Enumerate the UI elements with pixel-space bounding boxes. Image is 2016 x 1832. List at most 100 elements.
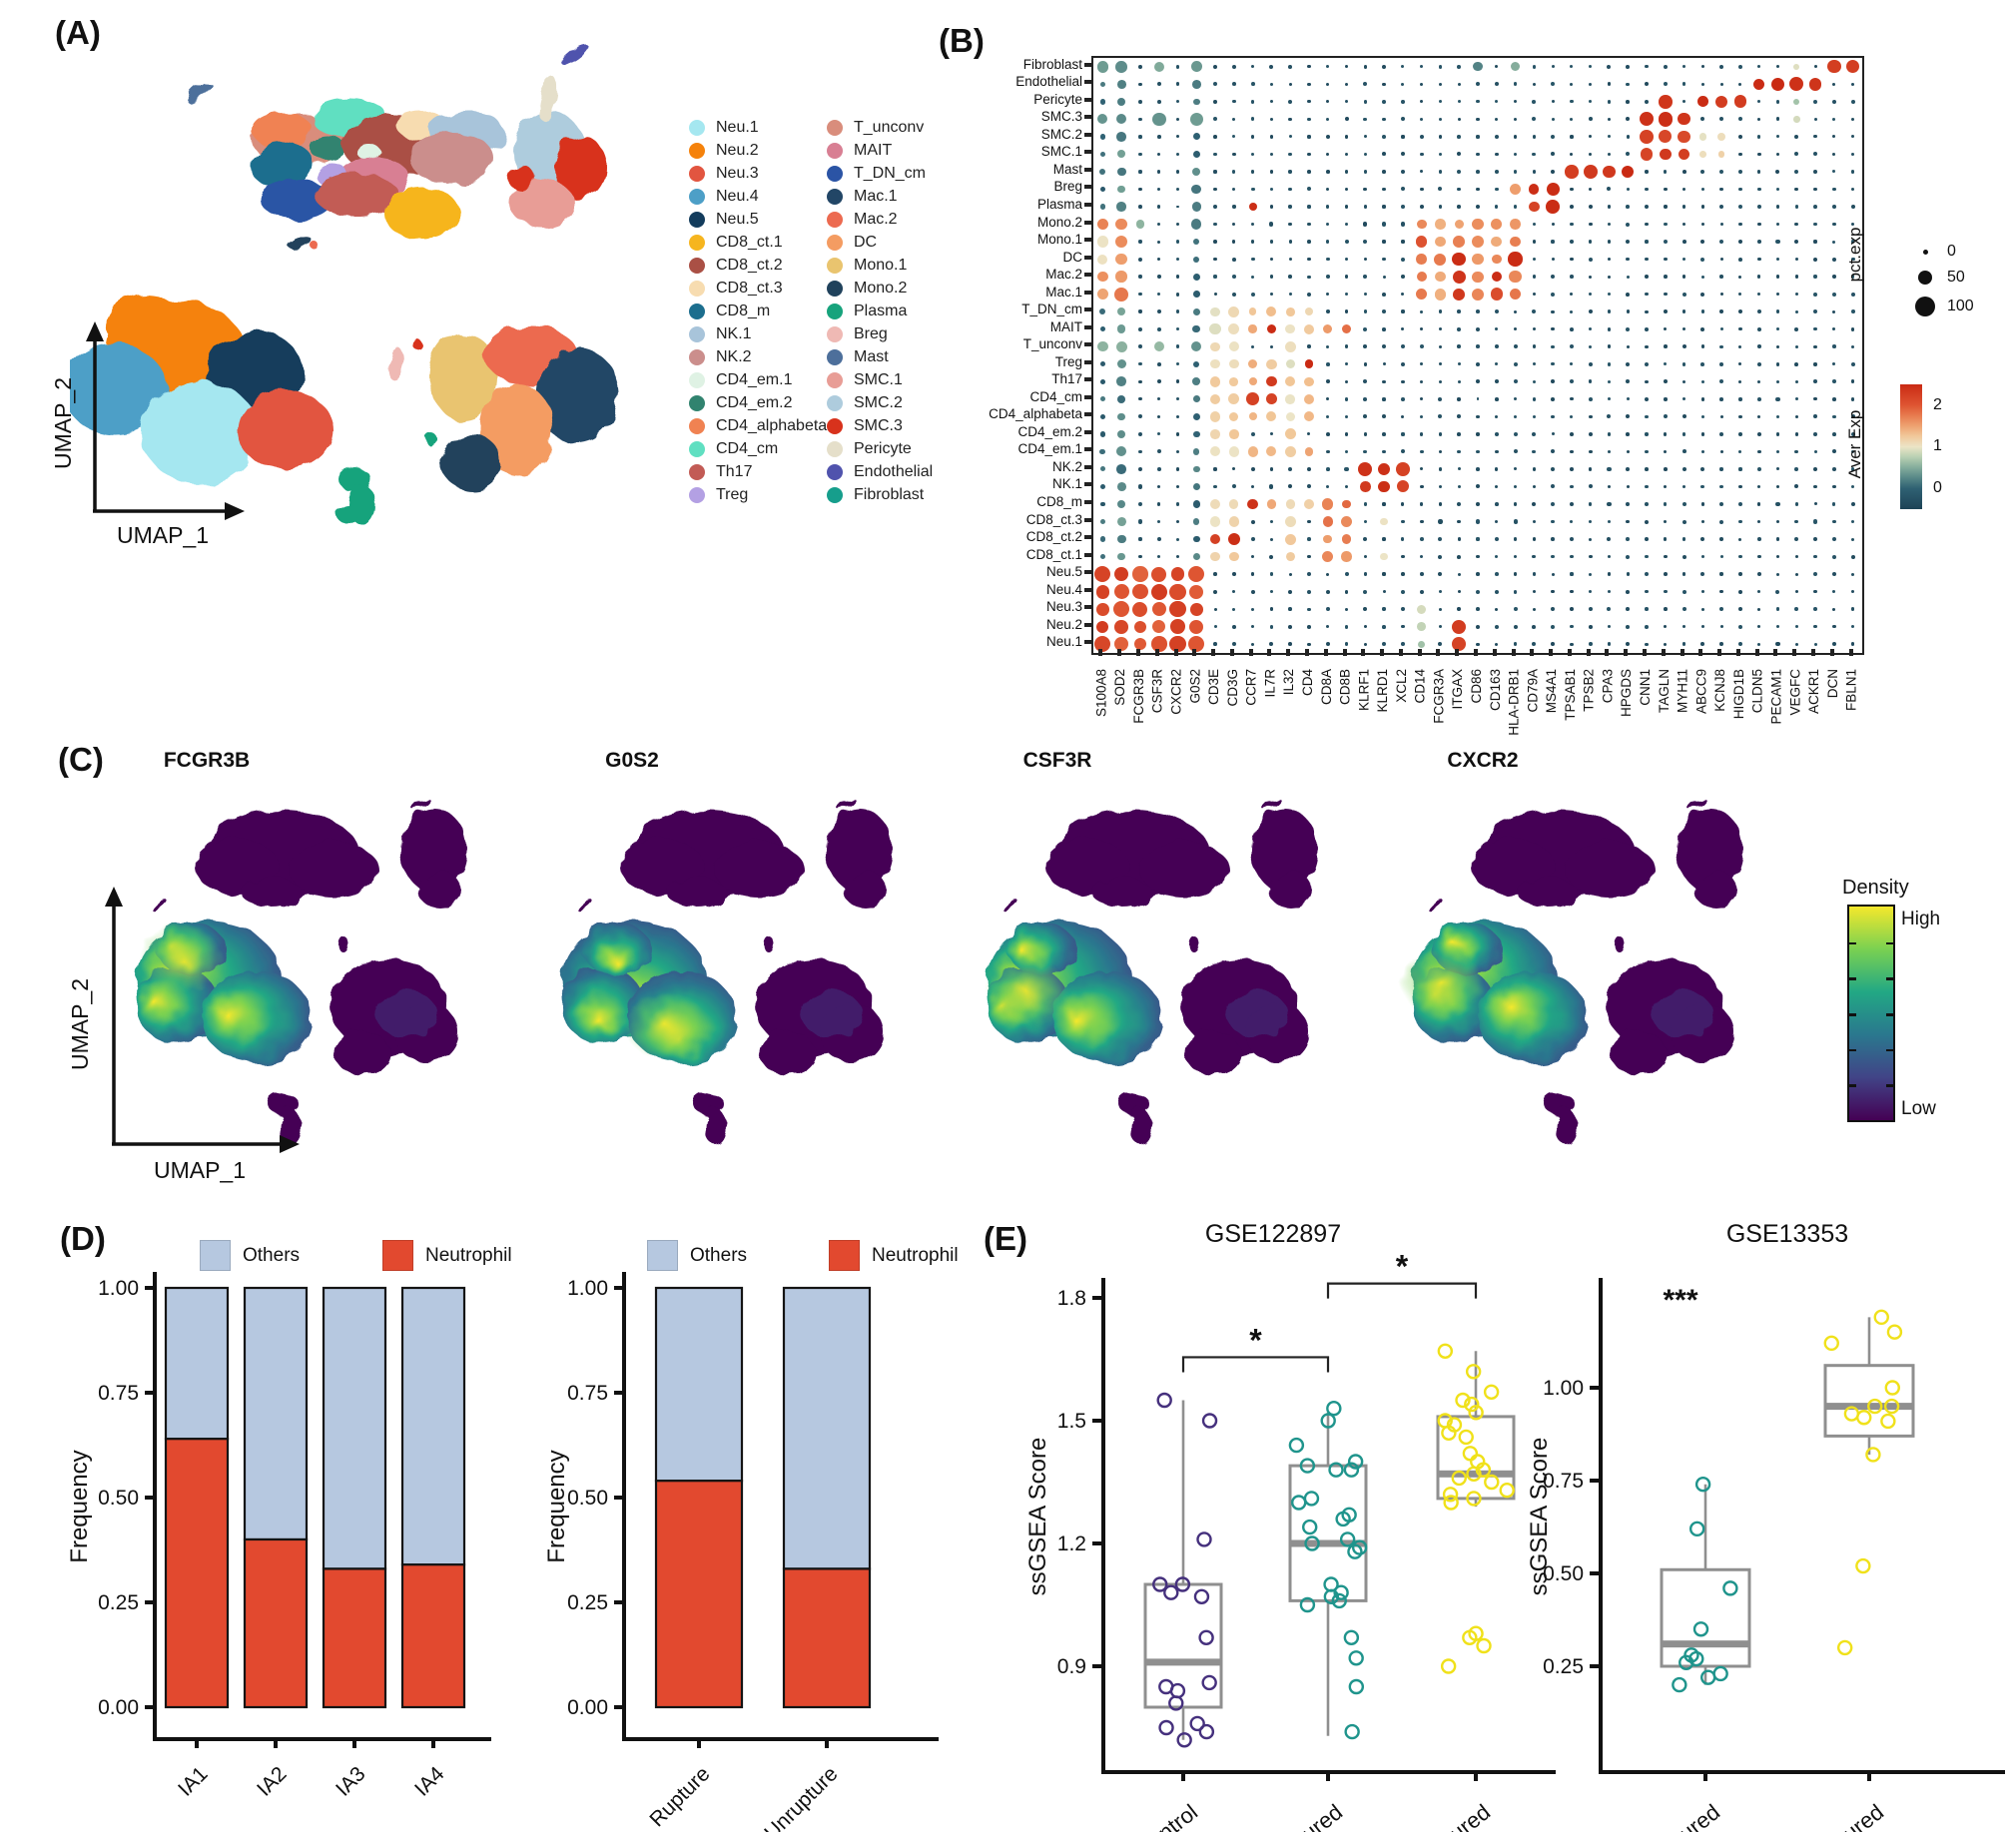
dotplot-row-tick-SMC.2 [1084, 132, 1091, 137]
dot-SMC.2-TPSB2 [1589, 135, 1593, 139]
dotplot-row-label-Endothelial: Endothelial [1015, 74, 1082, 90]
dot-Mono.1-SOD2 [1115, 235, 1128, 249]
dot-Neu.4-TPSB2 [1588, 589, 1593, 594]
dot-Mast-MYH11 [1681, 170, 1686, 174]
dot-T_unconv-IL7R [1269, 344, 1274, 348]
dot-Neu.1-CD3E [1213, 642, 1217, 647]
dot-CD8_ct.2-TAGLN [1664, 537, 1668, 541]
dot-T_DN_cm-CCR7 [1248, 307, 1257, 316]
dot-CD4_em.2-CCR7 [1250, 431, 1255, 436]
dot-DC-CD86 [1472, 253, 1484, 266]
dot-MAIT-CLDN5 [1756, 326, 1761, 331]
dot-NK.2-CD4 [1307, 466, 1311, 471]
dot-CD4_em.2-ITGAX [1457, 432, 1461, 436]
dot-Neu.4-FCGR3A [1438, 589, 1443, 594]
dot-Treg-IL32 [1285, 359, 1295, 369]
dot-Neu.5-FBLN1 [1851, 572, 1855, 576]
dot-Mast-CD3G [1232, 170, 1236, 174]
dot-CD8_ct.3-TAGLN [1664, 520, 1668, 524]
bar-category-label-IA3: IA3 [332, 1762, 370, 1801]
dot-Neu.2-FBLN1 [1851, 625, 1855, 629]
dot-Breg-DCN [1831, 187, 1836, 192]
dot-NK.1-XCL2 [1396, 480, 1409, 493]
dot-Treg-CNN1 [1644, 361, 1650, 366]
box-point-Ruptured [1843, 1406, 1860, 1422]
dot-CD4_alphabeta-G0S2 [1192, 412, 1200, 420]
dot-SMC.1-HIGD1B [1738, 152, 1742, 157]
box-point-Control [1201, 1413, 1218, 1429]
dot-T_DN_cm-SOD2 [1117, 307, 1126, 316]
dot-SMC.1-CNN1 [1640, 148, 1654, 161]
dotplot-gene-label-HPGDS: HPGDS [1619, 669, 1634, 717]
dot-Neu.1-ITGAX [1452, 637, 1467, 652]
dotplot-row-label-Neu.5: Neu.5 [1045, 564, 1082, 580]
dot-DC-TPSAB1 [1570, 257, 1574, 262]
dotplot-row-tick-Neu.3 [1084, 605, 1091, 610]
legend-item-NK.1: NK.1 [689, 322, 827, 345]
dot-NK.2-CD8B [1344, 466, 1349, 471]
dot-Treg-PECAM1 [1775, 361, 1780, 366]
dotplot-row-tick-Neu.5 [1084, 570, 1091, 575]
dot-Neu.3-HIGD1B [1737, 607, 1742, 612]
dot-Endothelial-KLRD1 [1382, 82, 1386, 86]
dot-DC-ITGAX [1452, 252, 1466, 267]
dot-Neu.1-S100A8 [1094, 636, 1111, 653]
dot-Plasma-CXCR2 [1176, 205, 1179, 209]
dot-NK.1-HLA-DRB1 [1513, 484, 1518, 489]
dot-Breg-IL32 [1288, 187, 1293, 192]
dot-Neu.1-DCN [1831, 642, 1836, 647]
box-point-Ruptured [1475, 1462, 1492, 1478]
dot-Treg-DCN [1832, 362, 1836, 366]
dotplot-row-tick-MAIT [1084, 324, 1091, 329]
dot-CD8_ct.2-PECAM1 [1775, 537, 1780, 541]
box-point-Ruptured [1880, 1413, 1896, 1430]
legend-label-CD4_em.2: CD4_em.2 [716, 393, 793, 411]
dot-Th17-SOD2 [1116, 376, 1126, 387]
dot-T_DN_cm-FBLN1 [1850, 309, 1855, 314]
dot-DC-HLA-DRB1 [1508, 252, 1523, 267]
dot-MAIT-CD79A [1532, 327, 1536, 331]
dot-Mac.1-CD3E [1213, 293, 1217, 297]
dot-Th17-XCL2 [1401, 379, 1405, 384]
dot-T_DN_cm-FCGR3A [1438, 309, 1443, 313]
dot-Neu.4-CLDN5 [1757, 590, 1761, 594]
dot-Plasma-FCGR3B [1138, 205, 1142, 209]
dotplot-row-tick-Pericyte [1084, 97, 1091, 102]
dot-T_unconv-ITGAX [1457, 344, 1461, 349]
bar-ytick-0.75: 0.75 [567, 1382, 608, 1405]
dot-NK.2-MYH11 [1681, 466, 1686, 471]
dot-CD4_cm-CD8B [1344, 396, 1349, 401]
dot-MAIT-S100A8 [1099, 326, 1105, 332]
dot-Neu.5-TPSAB1 [1570, 572, 1574, 576]
dot-Th17-CCR7 [1248, 377, 1257, 386]
dot-CD4_alphabeta-SOD2 [1117, 412, 1125, 421]
dotplot-row-label-Fibroblast: Fibroblast [1022, 56, 1082, 72]
dot-Mac.1-FCGR3B [1138, 293, 1142, 297]
dot-Pericyte-IL7R [1269, 100, 1274, 104]
dot-Mac.2-MYH11 [1681, 275, 1686, 279]
dot-Plasma-CD79A [1529, 201, 1540, 213]
dot-SMC.2-HPGDS [1626, 135, 1630, 139]
dot-Fibroblast-CXCR2 [1175, 64, 1180, 69]
dot-Neu.3-IL7R [1269, 607, 1274, 611]
dot-Fibroblast-CNN1 [1645, 65, 1649, 69]
dot-SMC.2-KLRD1 [1382, 134, 1386, 139]
dotplot-gene-label-KLRD1: KLRD1 [1375, 669, 1390, 713]
dot-Mono.2-ACKR1 [1813, 222, 1817, 227]
dot-Mono.2-TPSB2 [1588, 222, 1593, 227]
dotplot-row-label-Neu.2: Neu.2 [1045, 616, 1082, 632]
dot-Pericyte-TAGLN [1659, 95, 1673, 109]
dot-Mac.1-TPSAB1 [1570, 293, 1574, 297]
dot-CD8_ct.1-IL32 [1285, 552, 1295, 562]
dot-NK.1-DCN [1831, 484, 1836, 489]
box-title-gse13353: GSE13353 [1725, 1220, 1849, 1248]
dot-SMC.1-HLA-DRB1 [1513, 152, 1518, 157]
cluster-legend-col1: Neu.1 Neu.2 Neu.3 Neu.4 Neu.5 CD8_ct.1 CD8_ct.… [689, 116, 827, 506]
dot-SMC.2-CD8B [1344, 134, 1349, 139]
dot-T_unconv-HLA-DRB1 [1513, 344, 1518, 349]
dot-CD4_cm-KLRD1 [1382, 397, 1386, 401]
dot-SMC.3-HLA-DRB1 [1513, 117, 1518, 121]
dot-Neu.4-CPA3 [1607, 590, 1612, 594]
dot-Neu.1-CD8B [1344, 642, 1349, 646]
dotplot-gene-label-IL7R: IL7R [1262, 669, 1277, 698]
